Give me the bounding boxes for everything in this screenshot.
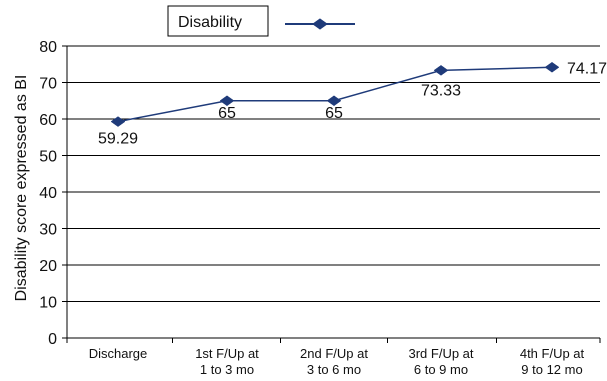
y-axis-title: Disability score expressed as BI [13, 75, 30, 302]
data-label: 65 [325, 105, 343, 122]
y-tick-label: 0 [48, 331, 57, 348]
legend-label: Disability [178, 14, 242, 31]
x-tick-label: 1st F/Up at 1 to 3 mo [195, 346, 259, 377]
legend-marker-swatch [312, 18, 328, 30]
grid-layer [67, 45, 600, 302]
axes-layer: 0 10 20 30 40 50 60 70 80 [39, 39, 601, 348]
labels-layer: Discharge 1st F/Up at 1 to 3 mo 2nd F/Up at… [89, 60, 607, 377]
data-point-marker [110, 116, 126, 127]
series-layer [110, 61, 560, 127]
y-tick-label: 10 [39, 295, 57, 312]
y-tick-label: 40 [39, 185, 57, 202]
x-tick-label: 3rd F/Up at 6 to 9 mo [408, 346, 473, 377]
x-tick-label: 2nd F/Up at 3 to 6 mo [300, 346, 368, 377]
data-point-marker [326, 95, 342, 107]
legend-box [167, 5, 269, 37]
y-tick-label: 60 [39, 112, 57, 129]
y-tick-label: 80 [39, 39, 57, 56]
data-label: 74.17 [567, 60, 607, 77]
data-label: 65 [218, 105, 236, 122]
y-tick-label: 30 [39, 222, 57, 239]
x-tick-label: 4th F/Up at 9 to 12 mo [520, 346, 585, 377]
data-point-marker [219, 95, 235, 107]
y-tick-label: 20 [39, 258, 57, 275]
y-tick-label: 70 [39, 76, 57, 93]
data-label: 59.29 [98, 131, 138, 148]
y-tick-label: 50 [39, 149, 57, 166]
data-point-marker [544, 61, 560, 73]
data-label: 73.33 [421, 82, 461, 99]
legend: Disability [167, 5, 355, 37]
data-point-marker [433, 65, 449, 76]
x-tick-label: Discharge [89, 346, 148, 361]
